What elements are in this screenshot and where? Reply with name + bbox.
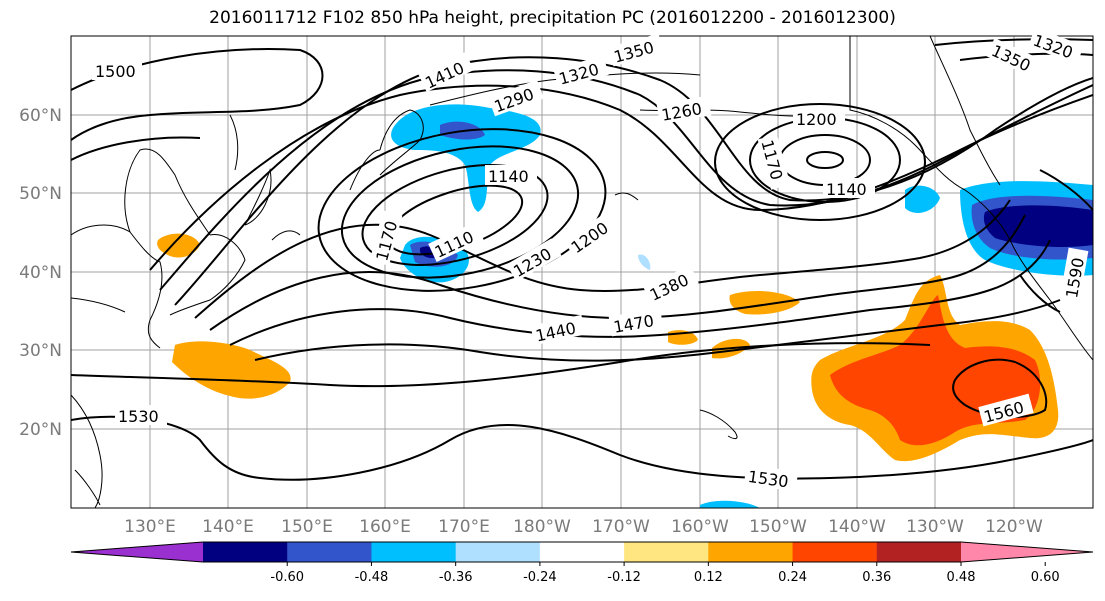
- colorbar-swatch: [539, 542, 625, 562]
- colorbar-tick-label: 0.48: [947, 570, 976, 585]
- lon-label: 150°E: [281, 517, 333, 537]
- contour-label: 1530: [118, 407, 159, 426]
- colorbar-tick-label: -0.12: [607, 570, 641, 585]
- lat-label: 60°N: [19, 106, 62, 126]
- longitude-labels: 130°E 140°E 150°E 160°E 170°E 180°W 170°…: [124, 517, 1043, 537]
- colorbar-swatch: [876, 542, 962, 562]
- map-frame: [70, 35, 1094, 509]
- colorbar-swatch: [792, 542, 878, 562]
- graticule: [71, 36, 1093, 508]
- lon-label: 170°E: [438, 517, 490, 537]
- lat-label: 20°N: [19, 420, 62, 440]
- colorbar-swatch: [371, 542, 457, 562]
- colorbar-extend-high: [961, 542, 1093, 562]
- contour-label: 1140: [488, 167, 529, 186]
- lon-label: 130°W: [906, 517, 964, 537]
- colorbar-swatch: [455, 542, 541, 562]
- lon-label: 170°W: [592, 517, 650, 537]
- colorbar-tick-label: -0.60: [270, 570, 304, 585]
- lon-label: 150°W: [749, 517, 807, 537]
- colorbar-outline: [70, 541, 1094, 563]
- contour-label: 1140: [826, 180, 867, 199]
- colorbar-extend-low: [71, 542, 203, 562]
- colorbar-tick-label: 0.60: [1031, 570, 1060, 585]
- lon-label: 160°E: [359, 517, 411, 537]
- colorbar-swatch: [708, 542, 794, 562]
- lon-label: 120°W: [985, 517, 1043, 537]
- colorbar-tick-label: -0.36: [439, 570, 473, 585]
- colorbar-tick-label: -0.48: [355, 570, 389, 585]
- colorbar: -0.60 -0.48 -0.36 -0.24 -0.12 0.12 0.24 0.36 0.4…: [70, 541, 1094, 585]
- colorbar-tick-label: -0.24: [523, 570, 557, 585]
- colorbar-swatch: [203, 542, 288, 562]
- map-title: 2016011712 F102 850 hPa height, precipit…: [209, 8, 896, 28]
- lon-label: 140°E: [202, 517, 254, 537]
- latitude-labels: 60°N 50°N 40°N 30°N 20°N: [19, 106, 62, 440]
- lat-label: 50°N: [19, 184, 62, 204]
- contour-label: 1200: [796, 110, 837, 129]
- colorbar-swatch: [624, 542, 709, 562]
- lat-label: 30°N: [19, 341, 62, 361]
- colorbar-tick-label: 0.36: [862, 570, 891, 585]
- lon-label: 160°W: [671, 517, 729, 537]
- colorbar-tick-label: 0.12: [694, 570, 723, 585]
- lat-label: 40°N: [19, 263, 62, 283]
- lon-label: 130°E: [124, 517, 176, 537]
- colorbar-tick-label: 0.24: [778, 570, 807, 585]
- lon-label: 180°W: [513, 517, 571, 537]
- contour-label: 1500: [95, 62, 136, 81]
- colorbar-swatch: [287, 542, 372, 562]
- lon-label: 140°W: [828, 517, 886, 537]
